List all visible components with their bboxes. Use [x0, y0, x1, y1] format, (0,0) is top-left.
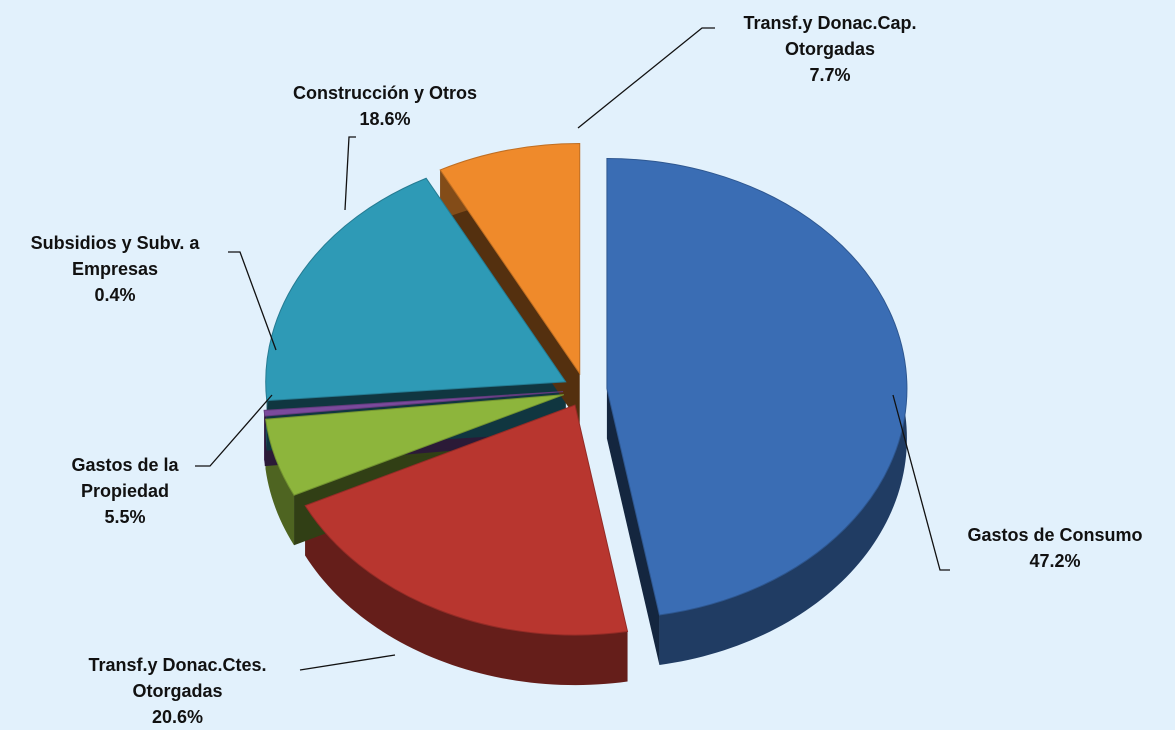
value-label: 7.7%	[809, 65, 851, 85]
value-label: 47.2%	[1029, 551, 1081, 571]
category-label: Subsidios y Subv. a Empresas	[30, 233, 200, 279]
slice	[264, 394, 565, 496]
category-label: Gastos de la Propiedad	[71, 455, 179, 501]
slice-side	[606, 388, 660, 665]
value-label: 20.6%	[151, 707, 204, 727]
slice	[265, 177, 567, 402]
slice-wall	[305, 505, 628, 686]
data-label: Gastos de Consumo 47.2%	[935, 522, 1175, 574]
slice	[439, 143, 581, 376]
data-label: Transf.y Donac.Ctes. Otorgadas 20.6%	[55, 652, 300, 730]
category-label: Transf.y Donac.Ctes. Otorgadas	[88, 655, 267, 701]
leader-line	[577, 27, 715, 129]
category-label: Construcción y Otros	[292, 83, 478, 103]
leader-line	[228, 251, 277, 351]
category-label: Transf.y Donac.Cap. Otorgadas	[743, 13, 917, 59]
leader-line	[195, 394, 273, 467]
value-label: 0.4%	[94, 285, 136, 305]
pie-tops	[263, 143, 908, 636]
slice-wall	[264, 410, 265, 467]
value-label: 5.5%	[104, 507, 146, 527]
data-label: Transf.y Donac.Cap. Otorgadas 7.7%	[720, 10, 940, 88]
slice	[263, 391, 564, 417]
leader-line	[299, 654, 396, 671]
category-label: Gastos de Consumo	[967, 525, 1143, 545]
slice	[606, 158, 908, 616]
leader-line	[892, 394, 950, 571]
data-label: Subsidios y Subv. a Empresas 0.4%	[5, 230, 225, 308]
data-label: Gastos de la Propiedad 5.5%	[45, 452, 205, 530]
leader-line	[344, 136, 356, 211]
data-label: Construcción y Otros 18.6%	[255, 80, 515, 132]
slice	[304, 404, 629, 636]
value-label: 18.6%	[359, 109, 411, 129]
